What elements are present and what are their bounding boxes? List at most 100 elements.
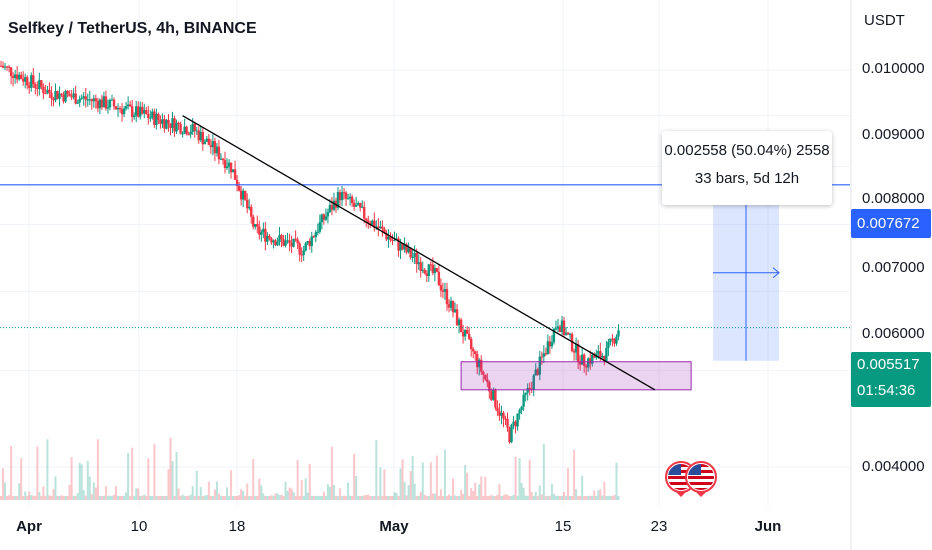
volume-bar [468,495,471,500]
candle-body [445,289,449,305]
candle-body [474,351,477,355]
volume-bar [593,490,596,500]
candle-body [17,74,21,80]
candle-body [407,247,410,253]
volume-bar [205,495,208,500]
volume-bar [445,495,448,500]
candle-body [280,235,283,240]
candle-body [589,358,592,364]
volume-bar [603,481,606,500]
candle-body [435,267,439,272]
candle-body [153,111,156,125]
volume-bar [223,495,226,500]
volume-bar [318,495,321,500]
volume-bar [595,496,598,500]
candle-body [211,141,215,148]
candle-body [405,244,408,253]
volume-bar [336,495,339,500]
candle-body [524,392,527,395]
candle-body [566,332,570,335]
volume-bar [226,487,229,500]
volume-bar [30,495,33,500]
candle-body [130,106,134,118]
candle-body [385,233,388,240]
candle-body [165,119,168,129]
candle-body [490,391,493,400]
us-flag-icon[interactable] [684,460,718,498]
candle-body [518,410,521,414]
volume-bar [199,487,202,500]
candle-body [560,320,564,332]
volume-bar [34,495,37,500]
candle-body [617,330,620,337]
candle-body [437,271,441,286]
candle-body [44,93,47,95]
volume-bar [544,495,547,500]
volume-bar [274,493,277,500]
volume-bar [24,491,27,500]
candle-body [576,343,580,362]
volume-bar [203,495,206,500]
candle-body [361,206,364,208]
volume-bar [18,483,21,500]
candle-body [478,359,481,368]
volume-bar [450,495,453,500]
current-price-value: 0.005517 [857,356,920,373]
candle-body [64,90,67,102]
candle-body [229,162,233,173]
candle-body [268,235,271,239]
volume-bar [462,494,465,500]
candle-body [463,330,467,337]
volume-bar [141,495,144,500]
candle-body [32,75,35,85]
candle-body [151,111,154,118]
volume-bar [288,487,291,500]
candle-body [294,238,297,240]
candle-body [419,262,422,271]
volume-bar [104,486,107,500]
volume-bar [363,495,366,500]
candle-body [264,228,267,242]
volume-bar [330,446,333,500]
candle-body [318,222,322,232]
volume-bar [282,495,285,500]
candle-body [219,158,223,160]
volume-bar [32,495,35,500]
candle-body [132,115,136,118]
volume-bar [312,495,315,500]
volume-bar [133,495,136,500]
candle-body [272,240,275,243]
volume-bar [476,495,479,500]
x-tick-label: 23 [650,518,668,535]
candle-body [185,126,188,135]
candle-body [312,236,315,238]
volume-bar [64,496,67,500]
candle-body [223,160,227,168]
candle-body [389,236,392,240]
candle-body [494,390,497,408]
candle-body [205,138,209,142]
volume-bar [417,496,420,500]
candle-body [50,92,53,99]
candle-body [122,108,126,115]
candle-body [488,382,491,392]
candle-body [13,74,17,78]
volume-bar [385,495,388,500]
measure-bars: 33 bars, 5d 12h [694,170,800,187]
support-zone [460,361,692,391]
volume-bar [409,471,412,500]
candle-body [225,166,229,168]
volume-bar [304,478,307,500]
volume-bar [98,495,101,500]
candle-body [102,96,106,108]
volume-bar [117,495,120,500]
volume-bar [421,462,424,500]
measure-change: 0.002558 (50.04%) 2558 [664,142,830,159]
volume-bar [195,470,198,500]
candle-body [76,102,79,104]
volume-bar [228,495,231,500]
candle-body [367,220,370,223]
candle-body [536,369,539,375]
volume-bar [14,495,17,500]
